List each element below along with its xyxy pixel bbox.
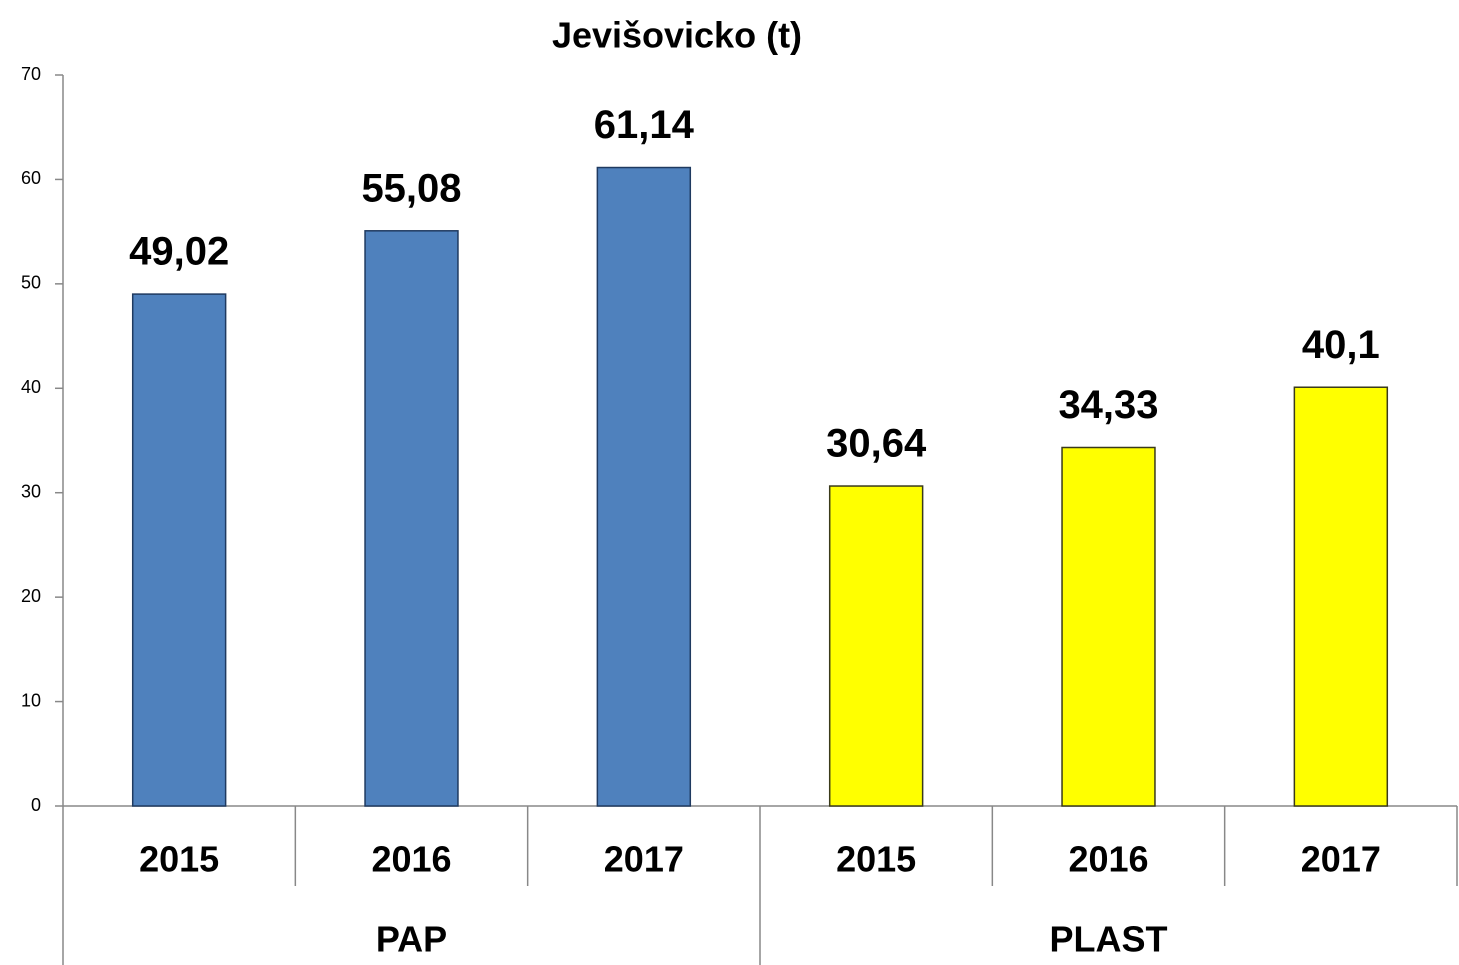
chart-title: Jevišovicko (t)	[552, 15, 802, 56]
y-tick-label: 40	[21, 377, 41, 397]
bar	[828, 485, 924, 807]
data-label: 34,33	[1058, 383, 1158, 427]
y-tick-label: 60	[21, 168, 41, 188]
bar	[131, 293, 227, 807]
y-tick-label: 20	[21, 586, 41, 606]
y-tick-label: 10	[21, 690, 41, 710]
y-tick-label: 50	[21, 273, 41, 293]
data-label: 40,1	[1302, 323, 1380, 367]
group-label: PAP	[376, 919, 447, 960]
bar	[1293, 386, 1389, 807]
y-tick-label: 30	[21, 481, 41, 501]
data-label: 30,64	[826, 422, 927, 466]
group-label: PLAST	[1049, 919, 1167, 960]
y-tick-label: 0	[31, 795, 41, 815]
bar	[1061, 446, 1156, 807]
data-label: 61,14	[594, 103, 695, 147]
bar	[596, 166, 692, 807]
y-tick-label: 70	[21, 64, 41, 84]
x-tick-label: 2017	[604, 839, 684, 880]
x-tick-label: 2016	[371, 839, 451, 880]
data-label: 49,02	[129, 230, 229, 274]
bar	[364, 230, 459, 807]
x-tick-label: 2016	[1068, 839, 1148, 880]
x-tick-label: 2017	[1301, 839, 1381, 880]
x-tick-label: 2015	[836, 839, 916, 880]
data-label: 55,08	[361, 166, 461, 210]
x-tick-label: 2015	[139, 839, 219, 880]
